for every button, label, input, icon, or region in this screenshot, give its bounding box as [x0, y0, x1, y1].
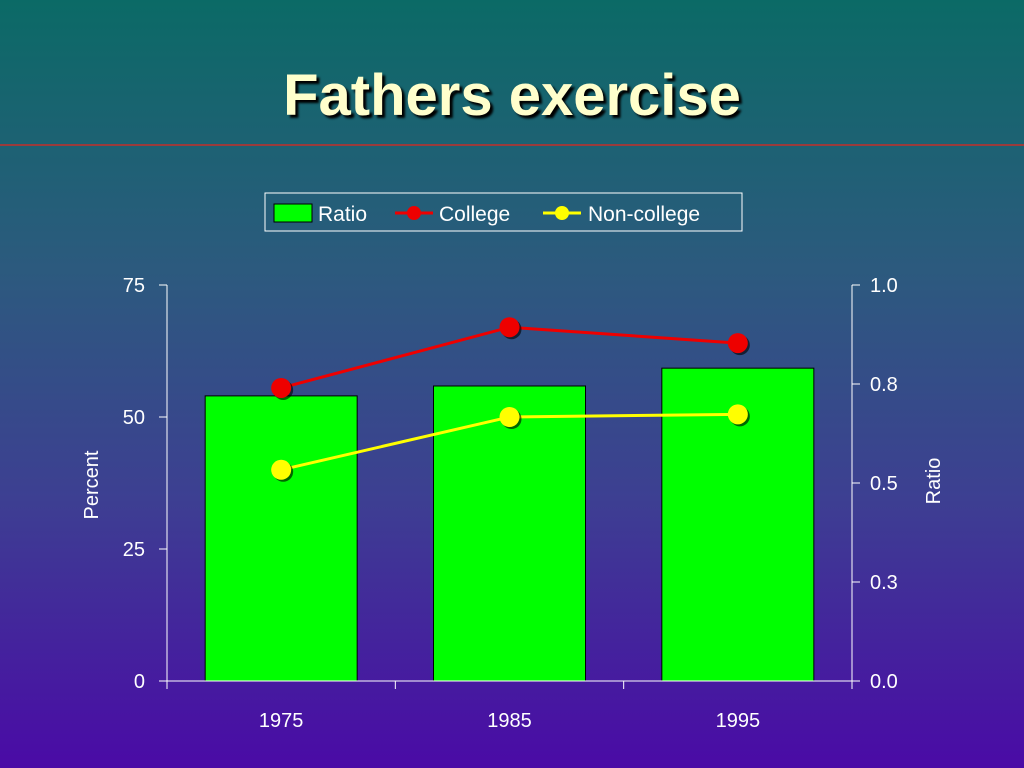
- right-tick-label: 0.8: [870, 374, 898, 396]
- right-axis-title: Ratio: [923, 458, 945, 505]
- right-tick-label: 0.0: [870, 671, 898, 693]
- right-tick-label: 1.0: [870, 275, 898, 297]
- left-axis-title: Percent: [81, 450, 103, 519]
- right-tick-label: 0.3: [870, 572, 898, 594]
- legend-marker-college: [407, 206, 421, 220]
- legend-label-ratio: Ratio: [318, 203, 367, 226]
- legend-label-college: College: [439, 203, 510, 226]
- left-tick-label: 25: [123, 539, 145, 561]
- legend-swatch-ratio: [274, 204, 312, 222]
- marker-college-1995: [728, 333, 748, 353]
- left-tick-label: 0: [134, 671, 145, 693]
- legend-label-non-college: Non-college: [588, 203, 700, 226]
- legend: Ratio College Non-college: [265, 193, 742, 231]
- right-tick-label: 0.5: [870, 473, 898, 495]
- x-tick-label: 1985: [487, 710, 532, 732]
- combo-chart: Ratio College Non-college 0 25 50 75 0.0 0.3 0…: [0, 0, 1024, 768]
- x-tick-label: 1975: [259, 710, 304, 732]
- left-tick-label: 50: [123, 407, 145, 429]
- legend-marker-non-college: [555, 206, 569, 220]
- left-tick-label: 75: [123, 275, 145, 297]
- bar-ratio-1975: [205, 396, 357, 681]
- x-tick-label: 1995: [716, 710, 761, 732]
- marker-non-college-1985: [500, 407, 520, 427]
- marker-non-college-1975: [271, 460, 291, 480]
- marker-non-college-1995: [728, 404, 748, 424]
- marker-college-1985: [500, 317, 520, 337]
- marker-college-1975: [271, 378, 291, 398]
